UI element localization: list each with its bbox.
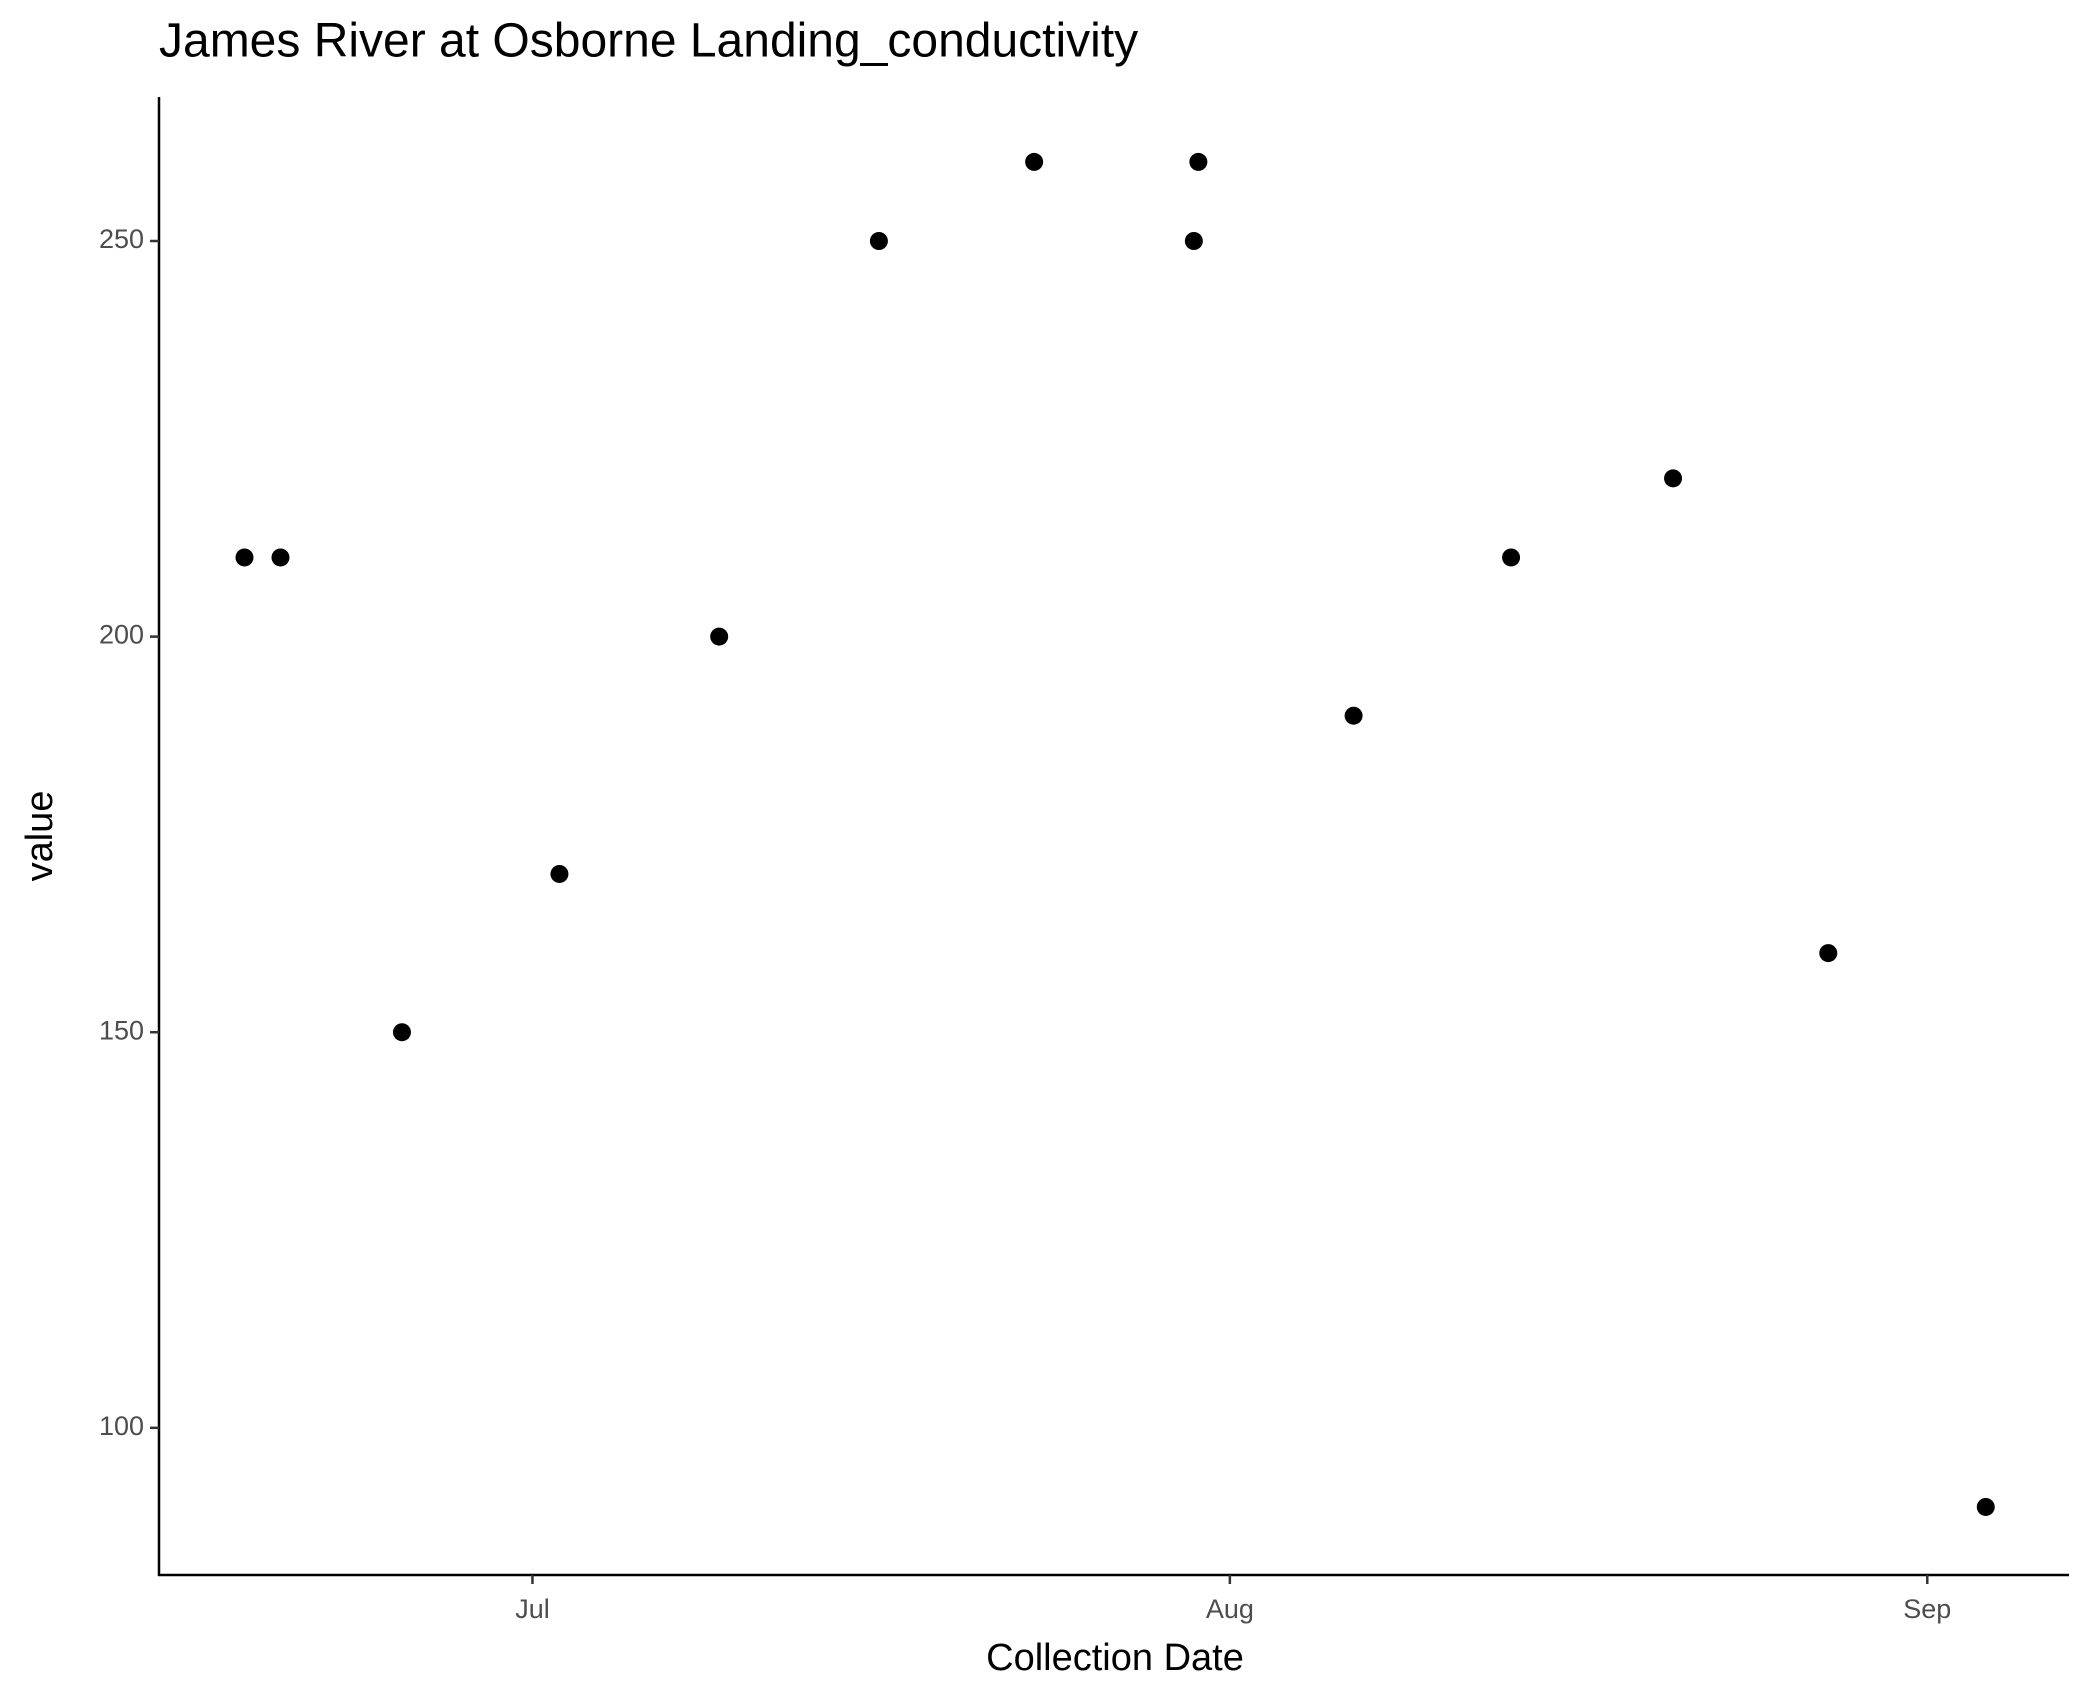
point: [392, 1023, 411, 1042]
y-tick-label: 200: [99, 620, 144, 650]
point: [271, 548, 290, 567]
x-tick-label: Jul: [515, 1594, 550, 1624]
point: [1664, 469, 1683, 488]
x-tick-label: Aug: [1206, 1594, 1254, 1624]
point: [1819, 944, 1838, 963]
x-axis-title: Collection Date: [986, 1637, 1244, 1679]
x-tick-label: Sep: [1903, 1594, 1951, 1624]
point: [710, 627, 729, 646]
point: [869, 232, 888, 251]
point: [1184, 232, 1203, 251]
point: [1189, 152, 1208, 171]
y-tick-label: 100: [99, 1411, 144, 1441]
point: [550, 864, 569, 883]
point: [1344, 706, 1363, 725]
chart-title: James River at Osborne Landing_conductiv…: [159, 15, 1138, 68]
point: [1502, 548, 1521, 567]
y-tick-label: 250: [99, 224, 144, 254]
point: [235, 548, 254, 567]
y-axis-title: value: [19, 791, 61, 882]
point: [1976, 1497, 1995, 1516]
point: [1025, 152, 1044, 171]
y-tick-label: 150: [99, 1015, 144, 1045]
